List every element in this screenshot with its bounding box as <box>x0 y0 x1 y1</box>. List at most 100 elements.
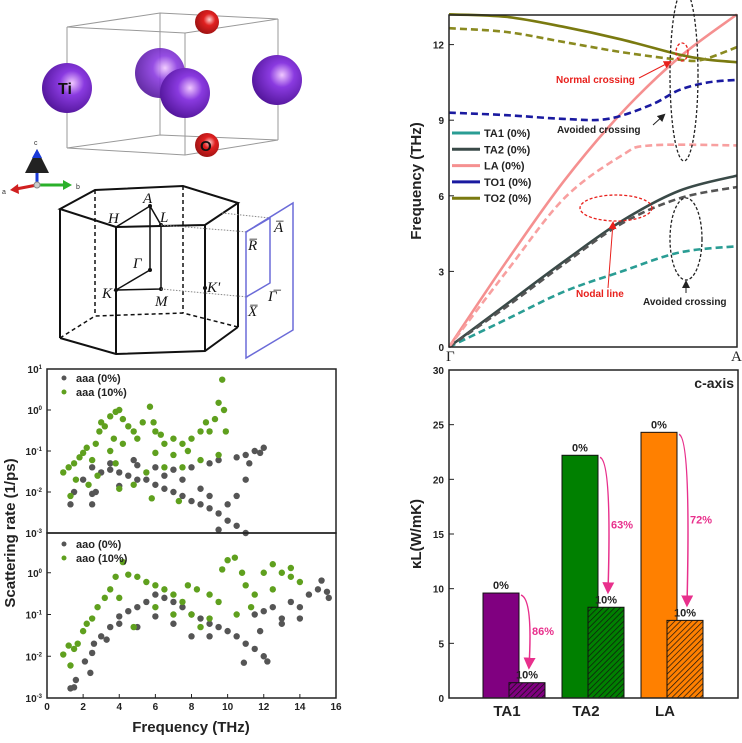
bar-LA-10pct <box>666 619 704 699</box>
scatter-points <box>60 376 332 692</box>
xtick-label: 16 <box>330 702 342 713</box>
scatter-point <box>247 603 255 611</box>
scatter-point <box>222 428 230 435</box>
scatter-point <box>152 428 159 435</box>
scatter-point <box>206 620 213 627</box>
scatter-point <box>87 669 94 677</box>
brillouin-zone: A H L Γ K M K' A̅ R̅ Γ̅ X̅ <box>57 184 294 360</box>
scatter-point <box>157 431 164 438</box>
surface-point-X: X̅ <box>247 304 258 320</box>
bar-TA1-10pct <box>508 682 546 699</box>
scatter-point <box>233 454 240 461</box>
scatter-point <box>179 603 186 611</box>
scatter-point <box>264 658 271 665</box>
xtick-label: 4 <box>116 702 122 713</box>
scatter-point <box>152 603 159 611</box>
bar-label-0pct: 0% <box>493 580 509 592</box>
scatter-point <box>170 591 177 598</box>
scatter-point <box>206 505 213 512</box>
scatter-point <box>134 603 141 611</box>
dashed-curve-5 <box>448 244 738 349</box>
ytick-label: 5 <box>438 639 444 650</box>
scatter-point <box>88 649 96 657</box>
ti-label: Ti <box>58 81 72 98</box>
scatter-point <box>215 526 222 533</box>
xtick-label: 14 <box>294 702 306 713</box>
scatter-point <box>92 488 99 496</box>
scatter-point <box>211 415 219 423</box>
scatter-point <box>143 598 150 606</box>
scatter-point <box>278 569 286 576</box>
scatter-point <box>206 591 213 598</box>
scatter-point <box>175 497 183 505</box>
xtick-A: A <box>731 349 742 365</box>
scatter-point <box>88 464 96 471</box>
xtick-label: 12 <box>258 702 270 713</box>
scatter-point <box>251 611 258 618</box>
scatter-point <box>170 451 177 459</box>
scatter-point <box>83 444 90 451</box>
scatter-point <box>116 594 123 602</box>
legend-marker <box>61 555 67 561</box>
scatter-point <box>125 607 132 615</box>
scatter-point <box>152 582 159 589</box>
nodal-line-ellipse <box>579 194 653 222</box>
scatter-point <box>161 472 168 479</box>
scatter-point <box>318 577 325 584</box>
scatter-point <box>152 613 159 620</box>
scatter-point <box>242 476 249 483</box>
legend-label: TO2 (0%) <box>484 193 532 205</box>
scatter-point <box>188 464 195 471</box>
scatter-point <box>197 428 204 435</box>
ytick-label: 100 <box>28 569 43 580</box>
scatter-point <box>92 440 99 447</box>
ytick-label: 25 <box>433 421 445 432</box>
scatter-point <box>179 476 186 483</box>
scatter-point <box>323 588 331 595</box>
xtick-label: 8 <box>189 702 195 713</box>
scatter-point <box>148 495 155 502</box>
scatter-point <box>242 640 249 647</box>
scatter-point <box>231 554 239 561</box>
avoided-crossing-ellipse-lower <box>669 197 703 281</box>
scatter-point <box>70 460 78 467</box>
ytick-label: 10-2 <box>26 652 43 663</box>
bar-label-10pct: 10% <box>516 670 538 682</box>
ytick-exponent: -3 <box>37 529 43 535</box>
scatter-point <box>179 440 186 447</box>
reduction-label: 86% <box>532 626 554 638</box>
ytick-exponent: -3 <box>37 694 43 700</box>
scatter-point <box>107 623 114 631</box>
scatter-point <box>278 615 286 622</box>
scatter-point <box>97 633 105 640</box>
scatter-point <box>242 582 249 589</box>
scatter-point <box>150 419 157 426</box>
axis-a-label: a <box>2 189 6 196</box>
bar-label-10pct: 10% <box>674 607 696 619</box>
scatter-point <box>143 476 150 483</box>
ytick-label: 10-3 <box>26 694 43 705</box>
scatter-point <box>260 607 267 615</box>
scatter-point <box>107 447 114 455</box>
scatter-point <box>88 615 96 622</box>
scatter-point <box>70 684 78 691</box>
ti-atom <box>42 63 92 113</box>
point-H: H <box>107 211 120 227</box>
high-symmetry-path <box>113 204 162 291</box>
dispersion-y-ticks: 0 3 6 9 12 <box>433 41 454 354</box>
scatter-point <box>242 451 249 459</box>
legend-marker <box>61 375 67 381</box>
scatter-point <box>130 623 137 631</box>
dashed-curve-8 <box>448 78 738 122</box>
scatter-point <box>179 464 186 471</box>
scatter-point <box>107 586 114 593</box>
scatter-point <box>90 640 98 647</box>
scatter-point <box>238 569 246 576</box>
annotation-nodal-line: Nodal line <box>576 289 624 300</box>
scatter-point <box>119 558 127 566</box>
ytick-label: 12 <box>433 41 445 52</box>
ytick-label: 20 <box>433 475 445 486</box>
scatter-ylabel: Scattering rate (1/ps) <box>2 458 19 607</box>
scatter-point <box>134 476 141 483</box>
